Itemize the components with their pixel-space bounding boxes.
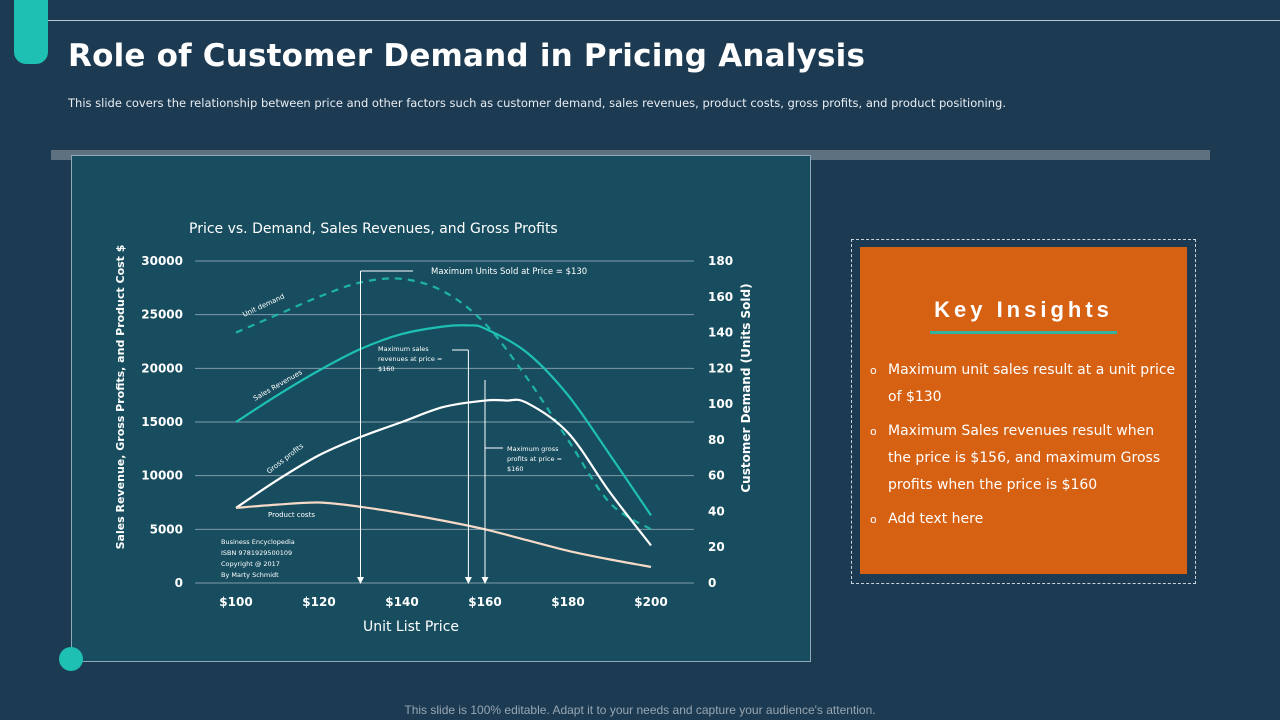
y2-tick-label: 180 <box>708 254 733 268</box>
x-tick-label: $100 <box>219 595 252 609</box>
circle-bullet-icon: o <box>870 425 877 438</box>
y2-tick-label: 160 <box>708 290 733 304</box>
y-tick-label: 10000 <box>141 469 183 483</box>
insight-item: o Maximum Sales revenues result when the … <box>870 418 1180 499</box>
insight-text: Maximum unit sales result at a unit pric… <box>888 362 1176 405</box>
product-costs-label: Product costs <box>268 511 315 519</box>
key-insights-panel: Key Insights o Maximum unit sales result … <box>860 247 1187 574</box>
arrow-down-icon <box>357 577 364 584</box>
x-axis-label: Unit List Price <box>363 619 459 635</box>
y2-tick-label: 40 <box>708 504 725 518</box>
x-tick-label: $180 <box>551 595 584 609</box>
source-note-line: By Marty Schmidt <box>221 571 279 579</box>
source-note-line: Business Encyclopedia <box>221 538 295 546</box>
header-divider-line <box>48 20 1280 21</box>
page-subtitle: This slide covers the relationship betwe… <box>68 96 1006 110</box>
y2-axis-label: Customer Demand (Units Sold) <box>739 283 753 492</box>
y2-tick-label: 0 <box>708 576 716 590</box>
y2-tick-label: 140 <box>708 326 733 340</box>
max-profit-annotation: Maximum gross <box>507 445 559 453</box>
product-costs-line <box>235 501 652 568</box>
key-insights-list: o Maximum unit sales result at a unit pri… <box>870 357 1180 540</box>
y-tick-label: 15000 <box>141 415 183 429</box>
y2-tick-label: 120 <box>708 361 733 375</box>
x-tick-label: $200 <box>634 595 667 609</box>
source-note-line: ISBN 9781929500109 <box>221 549 292 557</box>
footer-note: This slide is 100% editable. Adapt it to… <box>404 703 876 717</box>
insight-item: o Maximum unit sales result at a unit pri… <box>870 357 1180 411</box>
unit-demand-line <box>235 277 652 531</box>
y-tick-label: 25000 <box>141 308 183 322</box>
arrow-down-icon <box>464 577 472 584</box>
y-axis-label: Sales Revenue, Gross Profits, and Produc… <box>114 245 127 550</box>
max-profit-annotation: profits at price = <box>507 455 562 463</box>
x-tick-label: $140 <box>385 595 418 609</box>
y-tick-label: 20000 <box>141 361 183 375</box>
key-insights-frame: Key Insights o Maximum unit sales result … <box>851 239 1196 584</box>
x-tick-label: $160 <box>468 595 501 609</box>
chart-title: Price vs. Demand, Sales Revenues, and Gr… <box>189 221 558 237</box>
source-note-line: Copyright @ 2017 <box>221 560 280 568</box>
y-tick-label: 0 <box>175 576 183 590</box>
arrow-down-icon <box>481 577 489 584</box>
x-tick-label: $120 <box>302 595 335 609</box>
accent-tab-decoration <box>14 0 48 64</box>
chart-panel: Price vs. Demand, Sales Revenues, and Gr… <box>71 155 811 662</box>
max-units-annotation: Maximum Units Sold at Price = $130 <box>431 267 587 277</box>
price-demand-chart: Price vs. Demand, Sales Revenues, and Gr… <box>114 221 753 635</box>
max-revenue-annotation: revenues at price = <box>378 355 442 363</box>
y2-tick-label: 80 <box>708 433 725 447</box>
sales-revenues-line <box>235 324 652 516</box>
key-insights-underline <box>930 331 1117 334</box>
decorative-dot <box>59 647 83 671</box>
gross-profits-line <box>235 398 652 547</box>
max-revenue-annotation: Maximum sales <box>378 345 429 353</box>
max-profit-annotation: $160 <box>507 465 524 473</box>
y-tick-label: 30000 <box>141 254 183 268</box>
y-tick-label: 5000 <box>150 522 183 536</box>
sales-revenues-label: Sales Revenues <box>252 368 304 403</box>
circle-bullet-icon: o <box>870 364 877 377</box>
y2-tick-label: 60 <box>708 469 725 483</box>
page-title: Role of Customer Demand in Pricing Analy… <box>68 38 866 74</box>
insight-text: Add text here <box>888 511 984 527</box>
key-insights-title: Key Insights <box>934 297 1113 322</box>
gross-profits-label: Gross profits <box>265 442 305 476</box>
insight-text: Maximum Sales revenues result when the p… <box>888 423 1161 493</box>
y2-tick-label: 20 <box>708 540 725 554</box>
insight-item: o Add text here <box>870 506 1180 533</box>
circle-bullet-icon: o <box>870 513 877 526</box>
y2-tick-label: 100 <box>708 397 733 411</box>
max-revenue-annotation: $160 <box>378 365 395 373</box>
